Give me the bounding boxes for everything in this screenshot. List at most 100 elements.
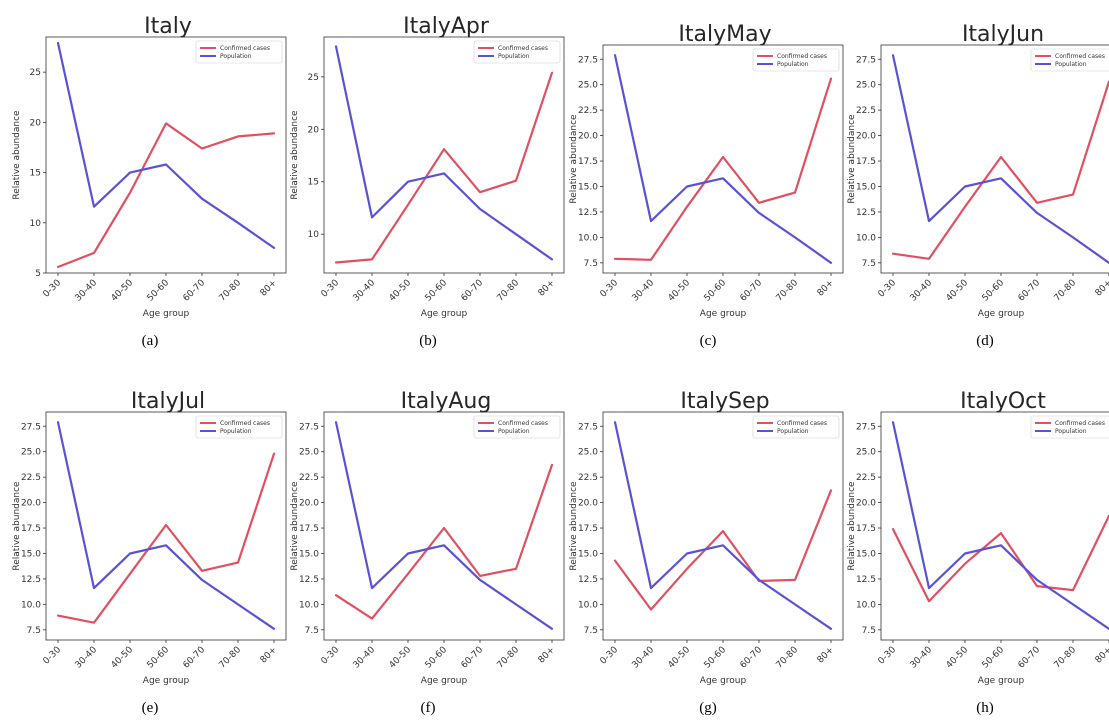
y-tick-label: 20.0 — [856, 499, 876, 509]
legend-label: Confirmed cases — [498, 420, 548, 427]
y-tick-label: 7.5 — [862, 626, 876, 636]
y-tick-label: 15.0 — [856, 549, 876, 559]
x-tick-label: 80+ — [537, 278, 558, 299]
y-tick-label: 27.5 — [299, 422, 319, 432]
y-axis-label: Relative abundance — [569, 114, 579, 204]
x-tick-label: 70-80 — [1053, 645, 1079, 671]
subfigure-caption: (c) — [700, 333, 717, 349]
y-tick-label: 27.5 — [856, 55, 876, 65]
legend-label: Confirmed cases — [777, 420, 827, 427]
y-tick-label: 20.0 — [578, 499, 598, 509]
y-tick-label: 20.0 — [856, 132, 876, 142]
series-line-confirmed-cases — [56, 452, 276, 624]
y-tick-label: 15.0 — [299, 549, 319, 559]
series-line-confirmed-cases — [334, 71, 554, 264]
y-tick-label: 25.0 — [578, 81, 598, 91]
y-tick-label: 22.5 — [578, 473, 598, 483]
y-tick-label: 15.0 — [578, 549, 598, 559]
x-tick-label: 50-60 — [981, 278, 1007, 304]
y-tick-label: 22.5 — [856, 473, 876, 483]
x-tick-label: 30-40 — [352, 645, 378, 671]
legend-label: Population — [220, 53, 252, 60]
x-tick-label: 80+ — [259, 645, 280, 666]
x-tick-label: 40-50 — [110, 645, 136, 671]
chart-panel-4: ItalyJul 7.5 10.0 12.5 15.0 17.5 20.0 22.5 25.0 2… — [12, 389, 287, 716]
chart-panel-2: ItalyMay 7.5 10.0 12.5 15.0 17.5 20.0 22.5 25.0 2… — [569, 22, 844, 349]
chart-title: ItalyAug — [401, 389, 492, 414]
x-axis-label: Age group — [978, 309, 1025, 319]
y-tick-label: 27.5 — [21, 422, 41, 432]
subfigure-caption: (e) — [142, 700, 159, 716]
y-axis-label: Relative abundance — [12, 110, 22, 200]
y-axis-label: Relative abundance — [12, 481, 22, 571]
y-tick-label: 15 — [30, 169, 41, 179]
chart-panel-5: ItalyAug 7.5 10.0 12.5 15.0 17.5 20.0 22.5 25.0 2… — [290, 389, 565, 716]
series-line-confirmed-cases — [891, 80, 1109, 260]
series-line-population — [56, 41, 276, 249]
y-tick-label: 27.5 — [578, 55, 598, 65]
y-axis-label: Relative abundance — [290, 110, 300, 200]
x-tick-label: 70-80 — [218, 278, 244, 304]
legend-label: Population — [498, 428, 530, 435]
legend-box — [195, 40, 283, 64]
series-line-population — [56, 421, 276, 630]
x-tick-label: 30-40 — [909, 645, 935, 671]
y-tick-label: 17.5 — [578, 157, 598, 167]
y-tick-label: 10.0 — [856, 600, 876, 610]
y-tick-label: 7.5 — [862, 259, 876, 269]
x-tick-label: 80+ — [816, 645, 837, 666]
x-tick-label: 30-40 — [74, 278, 100, 304]
x-tick-label: 70-80 — [218, 645, 244, 671]
y-tick-label: 12.5 — [856, 575, 876, 585]
y-tick-label: 20 — [308, 125, 320, 135]
x-tick-label: 80+ — [537, 645, 558, 666]
y-tick-label: 27.5 — [578, 422, 598, 432]
legend-label: Population — [220, 428, 252, 435]
x-tick-label: 60-70 — [182, 645, 208, 671]
x-axis-label: Age group — [700, 309, 747, 319]
x-tick-label: 50-60 — [424, 645, 450, 671]
y-tick-label: 17.5 — [578, 524, 598, 534]
legend-label: Confirmed cases — [498, 45, 548, 52]
subfigure-caption: (f) — [421, 700, 436, 716]
y-tick-label: 27.5 — [856, 422, 876, 432]
legend-label: Population — [1055, 428, 1087, 435]
y-tick-label: 25.0 — [578, 448, 598, 458]
plot-frame — [602, 411, 844, 641]
y-tick-label: 22.5 — [578, 106, 598, 116]
series-line-confirmed-cases — [613, 489, 833, 611]
y-tick-label: 7.5 — [27, 626, 41, 636]
legend-label: Population — [498, 53, 530, 60]
y-tick-label: 25.0 — [856, 81, 876, 91]
y-tick-label: 22.5 — [856, 106, 876, 116]
chart-title: ItalyJul — [131, 389, 205, 414]
x-tick-label: 40-50 — [667, 278, 693, 304]
legend-label: Confirmed cases — [220, 420, 270, 427]
x-tick-label: 60-70 — [182, 278, 208, 304]
legend-box — [1030, 415, 1109, 439]
y-tick-label: 20 — [30, 118, 42, 128]
x-tick-label: 0-30 — [42, 645, 64, 667]
x-tick-label: 70-80 — [775, 645, 801, 671]
chart-title: ItalyMay — [678, 22, 771, 47]
series-line-confirmed-cases — [334, 463, 554, 620]
legend-box — [473, 40, 561, 64]
legend-box — [752, 48, 840, 72]
chart-panel-7: ItalyOct 7.5 10.0 12.5 15.0 17.5 20.0 22.5 25.0 2… — [847, 389, 1109, 716]
y-tick-label: 5 — [35, 269, 41, 279]
chart-title: ItalyOct — [960, 389, 1046, 414]
y-tick-label: 12.5 — [578, 575, 598, 585]
x-tick-label: 0-30 — [599, 278, 621, 300]
y-tick-label: 25.0 — [21, 448, 41, 458]
y-tick-label: 7.5 — [305, 626, 319, 636]
y-tick-label: 10.0 — [856, 233, 876, 243]
y-tick-label: 10.0 — [578, 233, 598, 243]
chart-title: ItalyApr — [403, 14, 490, 39]
series-line-confirmed-cases — [891, 514, 1109, 603]
series-line-population — [891, 54, 1109, 264]
y-tick-label: 17.5 — [856, 524, 876, 534]
x-axis-label: Age group — [978, 676, 1025, 686]
legend-label: Confirmed cases — [1055, 420, 1105, 427]
legend-label: Confirmed cases — [777, 53, 827, 60]
